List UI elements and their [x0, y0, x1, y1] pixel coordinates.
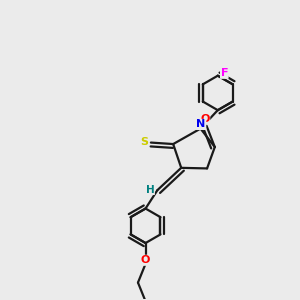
Text: F: F	[220, 68, 228, 78]
Text: O: O	[141, 255, 150, 265]
Text: S: S	[140, 137, 148, 147]
Text: H: H	[146, 184, 154, 194]
Text: O: O	[200, 114, 210, 124]
Text: N: N	[196, 119, 206, 129]
